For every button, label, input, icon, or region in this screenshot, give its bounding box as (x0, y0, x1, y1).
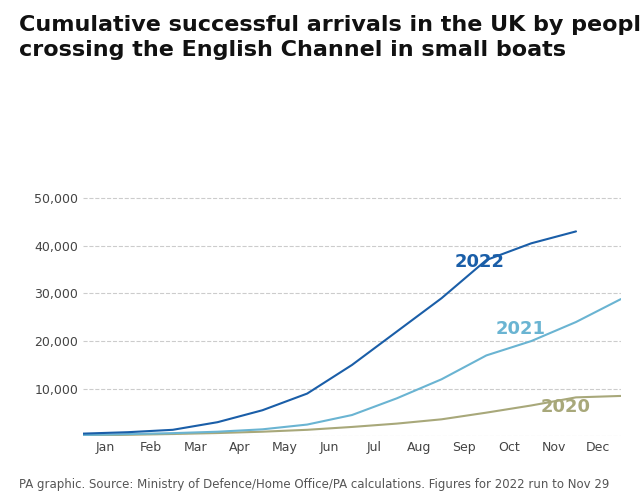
Text: 2020: 2020 (540, 398, 590, 416)
Text: PA graphic. Source: Ministry of Defence/Home Office/PA calculations. Figures for: PA graphic. Source: Ministry of Defence/… (19, 478, 609, 491)
Text: Cumulative successful arrivals in the UK by people
crossing the English Channel : Cumulative successful arrivals in the UK… (19, 15, 640, 60)
Text: 2021: 2021 (495, 320, 545, 338)
Text: 2022: 2022 (455, 253, 505, 271)
